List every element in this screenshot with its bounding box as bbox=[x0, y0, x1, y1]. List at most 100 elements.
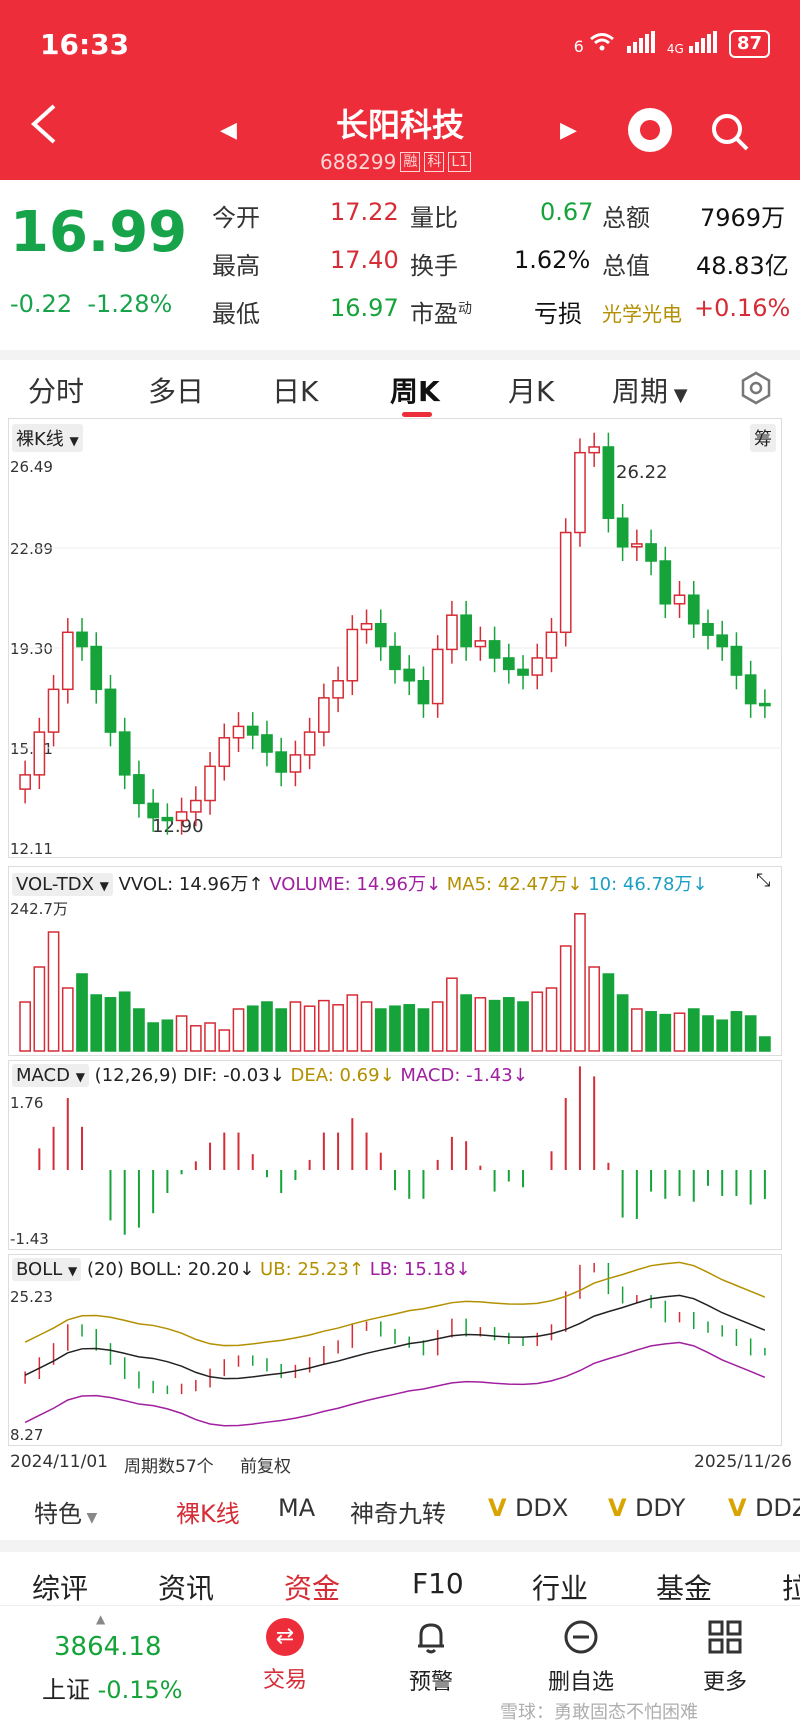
info-tab-industry[interactable]: 行业 bbox=[532, 1572, 589, 1605]
info-tab-overview[interactable]: 综评 bbox=[32, 1572, 89, 1605]
nav-trade-label: 交易 bbox=[262, 1668, 307, 1693]
tab-monthly-k[interactable]: 月K bbox=[508, 375, 555, 408]
header: 16:33 6 4G 87 ◀ 长阳科技 ▶ 688299 融 科 L1 bbox=[0, 0, 800, 180]
caret-down-icon: ▼ bbox=[82, 1510, 98, 1526]
volume-bar bbox=[645, 1011, 657, 1052]
kline-selector[interactable]: 裸K线 ▼ bbox=[12, 424, 83, 452]
back-icon[interactable] bbox=[28, 102, 58, 153]
volume-bar bbox=[104, 997, 117, 1052]
value-vol-ratio: 0.67 bbox=[540, 198, 594, 226]
info-tab-news[interactable]: 资讯 bbox=[158, 1572, 215, 1605]
expand-icon[interactable]: ⤡ bbox=[756, 870, 771, 891]
tab-period[interactable]: 周期 ▼ bbox=[612, 370, 688, 410]
macd-selector[interactable]: MACD ▼ bbox=[12, 1064, 89, 1087]
status-time: 16:33 bbox=[40, 28, 130, 61]
volume-bar bbox=[332, 1004, 344, 1052]
chip-button[interactable]: 筹 bbox=[750, 424, 776, 452]
nav-trade[interactable]: ⇄ 交易 bbox=[250, 1618, 320, 1694]
status-icons: 6 4G 87 bbox=[574, 30, 770, 58]
prev-stock-icon[interactable]: ◀ bbox=[220, 118, 237, 143]
change-percent: -1.28% bbox=[87, 290, 173, 318]
nav-alert[interactable]: 预警 bbox=[396, 1618, 466, 1696]
indicator-ddx-label: DDX bbox=[514, 1494, 569, 1522]
kline-chart[interactable] bbox=[8, 418, 782, 858]
volume-bar bbox=[318, 999, 330, 1052]
info-tab-fund[interactable]: 基金 bbox=[656, 1572, 713, 1605]
indicator-ddz[interactable]: V DDZ bbox=[728, 1494, 800, 1522]
boll-selector[interactable]: BOLL ▼ bbox=[12, 1258, 82, 1281]
stock-code-row: 688299 融 科 L1 bbox=[320, 150, 472, 174]
macd-frame bbox=[8, 1060, 782, 1250]
boll-lb-line bbox=[24, 1341, 766, 1427]
macd-dea: DEA: 0.69↓ bbox=[290, 1065, 395, 1086]
vol-ma10: 10: 46.78万↓ bbox=[588, 874, 708, 895]
candle-body bbox=[716, 634, 729, 648]
candle-body bbox=[275, 751, 288, 773]
indicator-ddy[interactable]: V DDY bbox=[608, 1494, 685, 1522]
volume-bar bbox=[232, 1008, 245, 1052]
index-pct: -0.15% bbox=[97, 1676, 183, 1704]
info-tab-more[interactable]: 拉 bbox=[782, 1572, 800, 1605]
search-icon[interactable] bbox=[710, 112, 750, 152]
info-tab-funds[interactable]: 资金 bbox=[284, 1572, 341, 1605]
signal-icon bbox=[626, 31, 655, 57]
change-value: -0.22 bbox=[10, 290, 73, 318]
index-row[interactable]: 上证 -0.15% bbox=[42, 1670, 183, 1705]
axis-start-date: 2024/11/01 bbox=[10, 1452, 108, 1472]
macd-name: MACD bbox=[16, 1065, 70, 1086]
candle-body bbox=[687, 594, 700, 625]
indicator-nine[interactable]: 神奇九转 bbox=[350, 1500, 446, 1528]
next-stock-icon[interactable]: ▶ bbox=[560, 118, 577, 143]
macd-dif: DIF: -0.03↓ bbox=[183, 1065, 285, 1086]
info-tab-f10[interactable]: F10 bbox=[412, 1567, 464, 1600]
candle-body bbox=[318, 697, 330, 733]
kline-low-label: 12.90 bbox=[152, 816, 204, 837]
indicator-ddx[interactable]: V DDX bbox=[488, 1494, 568, 1522]
vol-selector[interactable]: VOL-TDX ▼ bbox=[12, 873, 113, 896]
volume-bar bbox=[346, 994, 359, 1052]
settings-icon[interactable] bbox=[738, 370, 774, 413]
candle-body bbox=[630, 543, 643, 548]
nav-more[interactable]: 更多 bbox=[690, 1618, 760, 1696]
caret-down-icon: ▼ bbox=[668, 385, 688, 406]
volume-bar bbox=[446, 977, 458, 1052]
candle-body bbox=[189, 799, 202, 813]
index-value[interactable]: 3864.18 bbox=[54, 1632, 162, 1662]
volume-bar bbox=[189, 1025, 202, 1052]
macd-header: MACD ▼ (12,26,9) DIF: -0.03↓ DEA: 0.69↓ … bbox=[12, 1064, 528, 1087]
candle-body bbox=[118, 731, 131, 776]
volume-bar bbox=[659, 1013, 672, 1052]
volume-bar bbox=[389, 1005, 401, 1052]
signal-4g-icon: 4G bbox=[667, 31, 717, 57]
tab-daily-k[interactable]: 日K bbox=[272, 375, 319, 408]
value-mktcap: 48.83亿 bbox=[696, 252, 789, 280]
volume-bar bbox=[374, 1008, 387, 1052]
indicator-special[interactable]: 特色 ▼ bbox=[34, 1494, 97, 1529]
label-turnover: 换手 bbox=[410, 252, 458, 280]
candle-body bbox=[545, 631, 558, 659]
label-mktcap: 总值 bbox=[602, 252, 650, 280]
candle-body bbox=[332, 680, 344, 699]
vol-y-max: 242.7万 bbox=[10, 900, 68, 918]
info-tabs: 综评 资讯 资金 F10 行业 基金 拉 bbox=[0, 1555, 800, 1615]
volume-bar bbox=[33, 966, 46, 1052]
vol-ma5: MA5: 42.47万↓ bbox=[446, 874, 583, 895]
volume-bar bbox=[616, 994, 629, 1052]
nav-remove-watch[interactable]: 删自选 bbox=[536, 1618, 626, 1696]
label-amount: 总额 bbox=[602, 204, 650, 232]
candle-body bbox=[744, 674, 757, 705]
indicator-naked-k[interactable]: 裸K线 bbox=[176, 1500, 240, 1528]
tab-timeshare[interactable]: 分时 bbox=[28, 375, 85, 408]
stock-code: 688299 bbox=[320, 150, 397, 174]
volume-bar bbox=[759, 1036, 771, 1052]
indicator-ma[interactable]: MA bbox=[278, 1494, 316, 1522]
tab-weekly-k[interactable]: 周K bbox=[390, 375, 440, 408]
sector-name[interactable]: 光学光电 bbox=[602, 302, 682, 326]
tab-multiday[interactable]: 多日 bbox=[148, 375, 205, 408]
candle-body bbox=[488, 640, 501, 659]
mascot-icon[interactable] bbox=[628, 108, 672, 152]
candle-body bbox=[104, 688, 117, 733]
volume-bar bbox=[403, 1004, 416, 1052]
candle-body bbox=[730, 645, 743, 676]
